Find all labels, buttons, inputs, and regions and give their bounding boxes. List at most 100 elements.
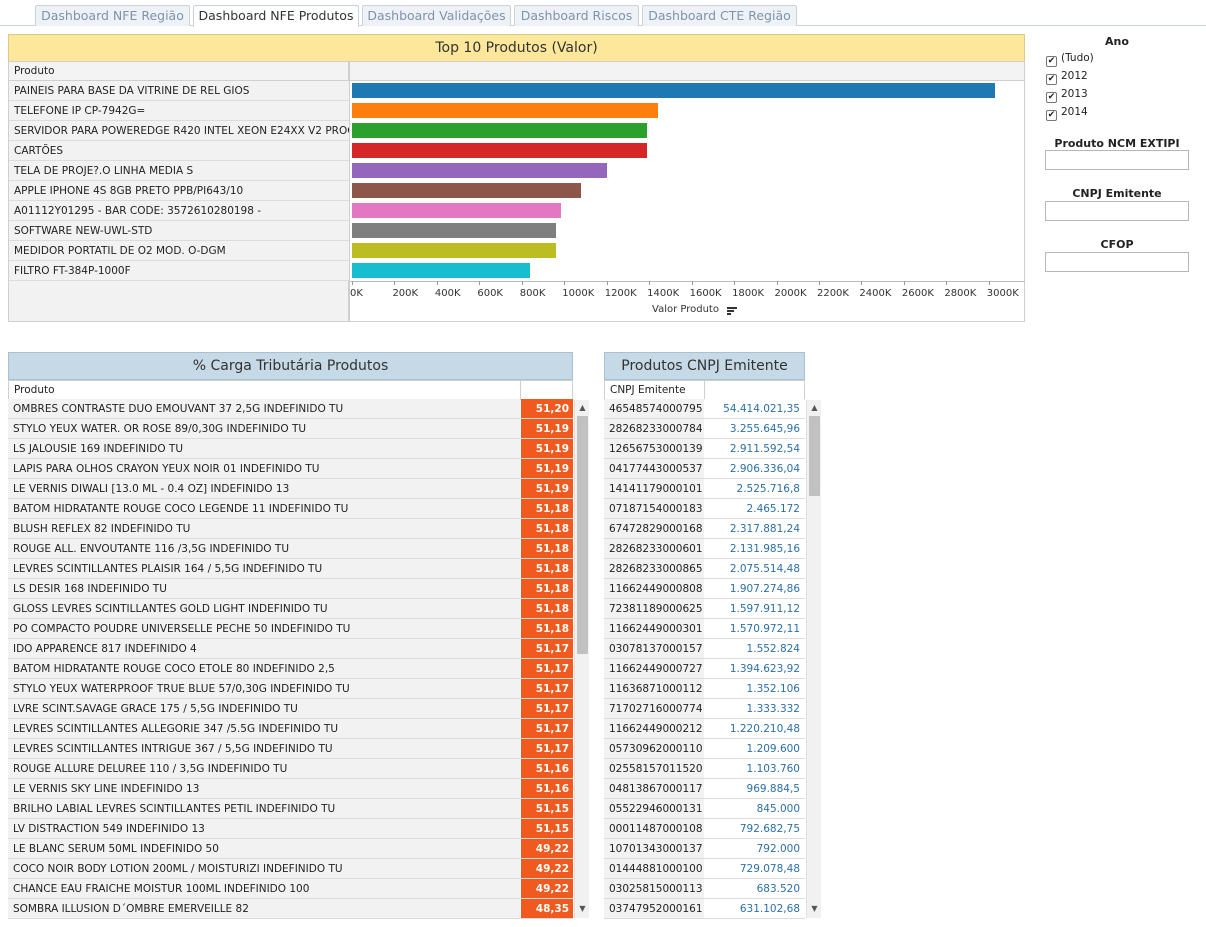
table-row[interactable]: LE VERNIS SKY LINE INDEFINIDO 13 51,16 <box>8 779 573 799</box>
filter-ano-checkbox[interactable]: ✔ 2014 <box>1046 105 1088 121</box>
table-row[interactable]: IDO APPARENCE 817 INDEFINIDO 4 51,17 <box>8 639 573 659</box>
table-row[interactable]: LEVRES SCINTILLANTES PLAISIR 164 / 5,5G … <box>8 559 573 579</box>
table-row[interactable]: LE BLANC SERUM 50ML INDEFINIDO 50 49,22 <box>8 839 573 859</box>
table-row[interactable]: BATOM HIDRATANTE ROUGE COCO LEGENDE 11 I… <box>8 499 573 519</box>
top-chart-bar[interactable] <box>352 123 648 138</box>
table-row[interactable]: 11636871000112 1.352.106 <box>604 679 805 699</box>
table-row[interactable]: GLOSS LEVRES SCINTILLANTES GOLD LIGHT IN… <box>8 599 573 619</box>
table-row[interactable]: PO COMPACTO POUDRE UNIVERSELLE PECHE 50 … <box>8 619 573 639</box>
table-row[interactable]: 71702716000774 1.333.332 <box>604 699 805 719</box>
table-row[interactable]: 14141179000101 2.525.716,8 <box>604 479 805 499</box>
table-row[interactable]: OMBRES CONTRASTE DUO EMOUVANT 37 2,5G IN… <box>8 399 573 419</box>
filter-cnpj-input[interactable] <box>1045 201 1189 221</box>
top-chart-bar[interactable] <box>352 183 582 198</box>
filter-ano-checkbox[interactable]: ✔ (Tudo) <box>1046 51 1094 67</box>
table-row[interactable]: 72381189000625 1.597.911,12 <box>604 599 805 619</box>
table-row[interactable]: 11662449000727 1.394.623,92 <box>604 659 805 679</box>
top-chart-tick-mark <box>352 281 353 285</box>
tab-nfe-regiao[interactable]: Dashboard NFE Região <box>35 5 190 26</box>
table-row[interactable]: STYLO YEUX WATER. OR ROSE 89/0,30G INDEF… <box>8 419 573 439</box>
tab-validacoes[interactable]: Dashboard Validações <box>362 5 511 26</box>
tab-cte-regiao[interactable]: Dashboard CTE Região <box>642 5 797 26</box>
table-row[interactable]: LV DISTRACTION 549 INDEFINIDO 13 51,15 <box>8 819 573 839</box>
top-chart-product-label[interactable]: CARTÕES <box>9 141 349 161</box>
table-row[interactable]: 10701343000137 792.000 <box>604 839 805 859</box>
table-row[interactable]: LE VERNIS DIWALI [13.0 ML - 0.4 OZ] INDE… <box>8 479 573 499</box>
table-row[interactable]: LEVRES SCINTILLANTES INTRIGUE 367 / 5,5G… <box>8 739 573 759</box>
top-chart-bar[interactable] <box>352 103 658 118</box>
table-row[interactable]: 02558157011520 1.103.760 <box>604 759 805 779</box>
filter-cfop-input[interactable] <box>1045 252 1189 272</box>
table-row[interactable]: 28268233000784 3.255.645,96 <box>604 419 805 439</box>
carga-value: 51,18 <box>521 499 573 518</box>
filter-ano-checkbox[interactable]: ✔ 2013 <box>1046 87 1088 103</box>
table-row[interactable]: COCO NOIR BODY LOTION 200ML / MOISTURIZI… <box>8 859 573 879</box>
top-chart-product-label[interactable]: A01112Y01295 - BAR CODE: 3572610280198 - <box>9 201 349 221</box>
scroll-up-icon[interactable]: ▲ <box>811 403 818 412</box>
table-row[interactable]: 12656753000139 2.911.592,54 <box>604 439 805 459</box>
top-chart-product-label[interactable]: TELEFONE IP CP-7942G= <box>9 101 349 121</box>
table-row[interactable]: 28268233000601 2.131.985,16 <box>604 539 805 559</box>
checkbox-check-icon[interactable]: ✔ <box>1046 92 1057 103</box>
table-row[interactable]: 03747952000161 631.102,68 <box>604 899 805 919</box>
top-chart-bar[interactable] <box>352 143 648 158</box>
top-chart-product-label[interactable]: MEDIDOR PORTATIL DE O2 MOD. O-DGM <box>9 241 349 261</box>
table-row[interactable]: LAPIS PARA OLHOS CRAYON YEUX NOIR 01 IND… <box>8 459 573 479</box>
table-row[interactable]: BLUSH REFLEX 82 INDEFINIDO TU 51,18 <box>8 519 573 539</box>
table-row[interactable]: 04177443000537 2.906.336,04 <box>604 459 805 479</box>
table-row[interactable]: 05522946000131 845.000 <box>604 799 805 819</box>
carga-scrollbar[interactable]: ▲ ▼ <box>574 400 589 918</box>
top-chart-bar[interactable] <box>352 203 562 218</box>
top-chart-product-label[interactable]: APPLE IPHONE 4S 8GB PRETO PPB/PI643/10 <box>9 181 349 201</box>
table-row[interactable]: LVRE SCINT.SAVAGE GRACE 175 / 5,5G INDEF… <box>8 699 573 719</box>
top-chart-product-label[interactable]: PAINEIS PARA BASE DA VITRINE DE REL GIOS <box>9 81 349 101</box>
cnpj-scroll-thumb[interactable] <box>809 416 820 496</box>
table-row[interactable]: BATOM HIDRATANTE ROUGE COCO ETOLE 80 IND… <box>8 659 573 679</box>
table-row[interactable]: 07187154000183 2.465.172 <box>604 499 805 519</box>
tab-nfe-produtos[interactable]: Dashboard NFE Produtos <box>193 5 359 27</box>
table-row[interactable]: 03078137000157 1.552.824 <box>604 639 805 659</box>
table-row[interactable]: 11662449000808 1.907.274,86 <box>604 579 805 599</box>
table-row[interactable]: ROUGE ALL. ENVOUTANTE 116 /3,5G INDEFINI… <box>8 539 573 559</box>
carga-scroll-thumb[interactable] <box>577 416 588 654</box>
tab-riscos[interactable]: Dashboard Riscos <box>514 5 639 26</box>
checkbox-check-icon[interactable]: ✔ <box>1046 110 1057 121</box>
table-row[interactable]: LS JALOUSIE 169 INDEFINIDO TU 51,19 <box>8 439 573 459</box>
top-chart-bar[interactable] <box>352 223 556 238</box>
checkbox-check-icon[interactable]: ✔ <box>1046 56 1057 67</box>
top-chart-product-label[interactable]: TELA DE PROJE?.O LINHA MEDIA S <box>9 161 349 181</box>
scroll-down-icon[interactable]: ▼ <box>811 904 818 913</box>
scroll-up-icon[interactable]: ▲ <box>579 403 586 412</box>
table-row[interactable]: CHANCE EAU FRAICHE MOISTUR 100ML INDEFIN… <box>8 879 573 899</box>
table-row[interactable]: 00011487000108 792.682,75 <box>604 819 805 839</box>
filter-ncm-input[interactable] <box>1045 150 1189 170</box>
checkbox-check-icon[interactable]: ✔ <box>1046 74 1057 85</box>
table-row[interactable]: 01444881000100 729.078,48 <box>604 859 805 879</box>
filter-ano-checkbox[interactable]: ✔ 2012 <box>1046 69 1088 85</box>
top-chart-product-label[interactable]: FILTRO FT-384P-1000F <box>9 261 349 281</box>
table-row[interactable]: 28268233000865 2.075.514,48 <box>604 559 805 579</box>
cnpj-emitente-label: 04813867000117 <box>604 779 704 798</box>
table-row[interactable]: 11662449000212 1.220.210,48 <box>604 719 805 739</box>
scroll-down-icon[interactable]: ▼ <box>579 904 586 913</box>
table-row[interactable]: BRILHO LABIAL LEVRES SCINTILLANTES PETIL… <box>8 799 573 819</box>
table-row[interactable]: 46548574000795 54.414.021,35 <box>604 399 805 419</box>
table-row[interactable]: 05730962000110 1.209.600 <box>604 739 805 759</box>
top-chart-bar[interactable] <box>352 243 556 258</box>
table-row[interactable]: SOMBRA ILLUSION D´OMBRE EMERVEILLE 82 48,… <box>8 899 573 919</box>
cnpj-scrollbar[interactable]: ▲ ▼ <box>806 400 821 918</box>
top-chart-product-label[interactable]: SERVIDOR PARA POWEREDGE R420 INTEL XEON … <box>9 121 349 141</box>
table-row[interactable]: 03025815000113 683.520 <box>604 879 805 899</box>
table-row[interactable]: 04813867000117 969.884,5 <box>604 779 805 799</box>
top-chart-bar[interactable] <box>352 83 996 98</box>
top-chart-product-label[interactable]: SOFTWARE NEW-UWL-STD <box>9 221 349 241</box>
top-chart-bar[interactable] <box>352 263 531 278</box>
top-chart-bar[interactable] <box>352 163 607 178</box>
sort-icon[interactable] <box>727 307 737 316</box>
table-row[interactable]: ROUGE ALLURE DELUREE 110 / 3,5G INDEFINI… <box>8 759 573 779</box>
table-row[interactable]: 11662449000301 1.570.972,11 <box>604 619 805 639</box>
table-row[interactable]: STYLO YEUX WATERPROOF TRUE BLUE 57/0,30G… <box>8 679 573 699</box>
table-row[interactable]: LEVRES SCINTILLANTES ALLEGORIE 347 /5.5G… <box>8 719 573 739</box>
table-row[interactable]: LS DESIR 168 INDEFINIDO TU 51,18 <box>8 579 573 599</box>
table-row[interactable]: 67472829000168 2.317.881,24 <box>604 519 805 539</box>
